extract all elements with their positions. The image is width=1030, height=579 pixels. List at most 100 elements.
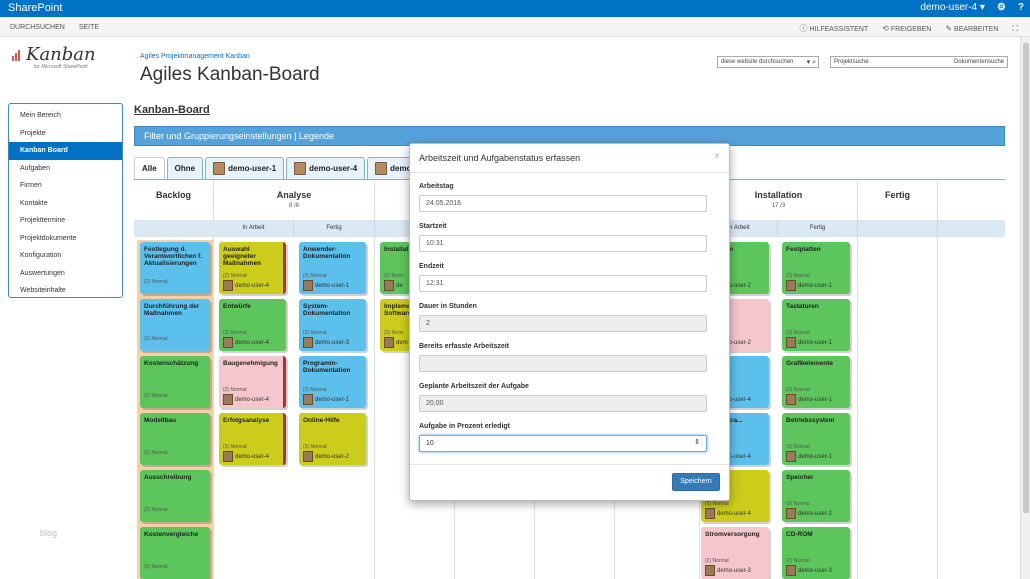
task-card[interactable]: Festplatten (2) Normal demo-user-1 — [782, 242, 850, 294]
column-count: 17 /3 — [771, 203, 786, 209]
task-card[interactable]: Grafikelemente (2) Normal demo-user-1 — [782, 356, 850, 408]
help-icon[interactable]: ? — [1017, 2, 1024, 13]
task-card[interactable]: Speicher (2) Normal demo-user-2 — [782, 470, 850, 522]
card-priority: (2) Normal — [705, 558, 729, 564]
card-priority: (2) Normal — [144, 336, 168, 342]
field-label: Dauer in Stunden — [419, 303, 477, 310]
card-title: Stromversorgung — [705, 531, 760, 538]
focus-icon[interactable]: ⛶ — [1012, 23, 1018, 33]
sharepoint-brand[interactable]: SharePoint — [8, 2, 63, 14]
site-subtitle[interactable]: Agiles Projektmanagement Kanban — [140, 53, 250, 60]
card-title: Online-Hilfe — [303, 417, 340, 424]
ribbon-tab-browse[interactable]: DURCHSUCHEN — [10, 24, 65, 31]
card-assignee: demo-user-1 — [303, 280, 349, 291]
task-card[interactable]: Durchführung der Maßnahmen (2) Normal — [140, 299, 210, 351]
task-card[interactable]: Modellbau (2) Normal — [140, 413, 210, 465]
column-title: Analyse — [276, 190, 312, 200]
card-user: demo-user-4 — [717, 453, 752, 460]
tab-demo-user-1[interactable]: demo-user-1 — [205, 157, 285, 179]
task-card[interactable]: System-Dokumentation (2) Normal demo-user-… — [299, 299, 366, 351]
task-card[interactable]: Installat (2) Norm de — [380, 242, 410, 294]
card-user: dem — [396, 339, 408, 346]
task-card[interactable]: Impleme Software (2) Norm dem — [380, 299, 412, 351]
document-search-input[interactable]: Dokumentensuche — [953, 59, 1004, 65]
spinner-icon[interactable]: ⇕ — [694, 439, 700, 446]
sidebar-item[interactable]: Auswertungen — [20, 269, 65, 277]
field-label: Endzeit — [419, 263, 444, 270]
card-user: demo-user-4 — [235, 339, 270, 346]
help-assistant-button[interactable]: ⓘ HILFEASSISTENT — [799, 24, 869, 33]
card-priority: (2) Normal — [705, 501, 729, 507]
task-card[interactable]: Kostenvergleiche (2) Normal — [140, 527, 210, 579]
search-icon[interactable]: ▾ ⌕ — [806, 59, 816, 66]
sidebar-item[interactable]: Kanban Board — [9, 142, 122, 160]
task-card[interactable]: Erfolgsanalyse (2) Normal demo-user-4 — [219, 413, 286, 465]
card-user: demo-user-4 — [717, 396, 752, 403]
sidebar-item[interactable]: Aufgaben — [20, 164, 50, 172]
save-button[interactable]: Speichern — [672, 473, 720, 491]
card-title: Impleme Software — [384, 303, 412, 317]
task-card[interactable]: Anwender-Dokumentation (2) Normal demo-use… — [299, 242, 366, 294]
task-card[interactable]: Ausschreibung (2) Normal — [140, 470, 210, 522]
tab-none[interactable]: Ohne — [166, 157, 204, 179]
swimlane-background — [137, 240, 213, 579]
logo-bars-icon — [12, 50, 20, 61]
field-input[interactable]: 24.05.2016 — [419, 195, 707, 212]
sidebar-item[interactable]: Firmen — [20, 182, 42, 189]
sidebar-item[interactable]: Projektdokumente — [20, 234, 77, 242]
task-card[interactable]: Programm-Dokumentation (2) Normal demo-use… — [299, 356, 366, 408]
task-card[interactable]: Auswahl geeigneter Maßnahmen (2) Normal de… — [219, 242, 286, 294]
card-priority: (2) Normal — [303, 387, 327, 393]
task-card[interactable]: Entwürfe (2) Normal demo-user-4 — [219, 299, 286, 351]
task-card[interactable]: Festlegung d. Verantwortlichen f. Aktual… — [140, 242, 210, 294]
tab-all[interactable]: Alle — [134, 157, 165, 179]
card-title: Entwürfe — [223, 303, 251, 310]
card-user: demo-user-1 — [315, 282, 350, 289]
ribbon-tab-page[interactable]: SEITE — [78, 24, 100, 31]
card-title: Ausschreibung — [144, 474, 192, 481]
time-entry-dialog: Arbeitszeit und Aufgabenstatus erfassen … — [409, 143, 730, 501]
task-card[interactable]: Online-Hilfe (2) Normal demo-user-2 — [299, 413, 366, 465]
field-value: 2 — [426, 320, 430, 327]
close-icon[interactable]: × — [714, 151, 720, 162]
card-assignee: demo-user-1 — [303, 394, 349, 405]
scrollbar-thumb[interactable] — [1023, 43, 1029, 513]
task-card[interactable]: Kostenschätzung (2) Normal — [140, 356, 210, 408]
card-user: demo-user-4 — [235, 453, 270, 460]
pencil-icon: ✎ — [945, 24, 953, 33]
card-title: Betriebssystem — [786, 417, 835, 424]
field-input[interactable]: 10:31 — [419, 235, 707, 252]
field-input[interactable]: 12:31 — [419, 275, 707, 292]
card-title: CD-ROM — [786, 531, 813, 538]
share-button[interactable]: ⟲ FREIGEBEN — [882, 24, 932, 33]
sidebar-item[interactable]: Projekttermine — [20, 217, 66, 224]
task-card[interactable]: CD-ROM (2) Normal demo-user-3 — [782, 527, 850, 579]
avatar — [786, 508, 796, 519]
avatar — [384, 280, 394, 291]
sidebar-item[interactable]: Kontakte — [20, 199, 48, 207]
project-search-input[interactable]: Projektsuche Dokumentensuche — [830, 56, 1008, 68]
avatar — [705, 565, 715, 576]
gear-icon[interactable]: ⚙ — [996, 2, 1006, 13]
card-title: Installat — [384, 246, 409, 253]
board-heading[interactable]: Kanban-Board — [134, 104, 210, 116]
field-input[interactable]: 10 ⇕ — [419, 435, 707, 452]
sidebar-item[interactable]: Mein Bereich — [20, 112, 61, 119]
task-card[interactable]: Tastaturen (2) Normal demo-user-1 — [782, 299, 850, 351]
edit-button[interactable]: ✎ BEARBEITEN — [945, 24, 999, 33]
task-card[interactable]: Betriebssystem (2) Normal demo-user-1 — [782, 413, 850, 465]
card-priority: (2) Normal — [223, 387, 247, 393]
sidebar-item[interactable]: Websiteinhalte — [20, 287, 66, 294]
info-icon: ⓘ — [799, 24, 808, 33]
sidebar-item[interactable]: Projekte — [20, 129, 46, 137]
card-title: Festplatten — [786, 246, 821, 253]
kanban-logo[interactable]: Kanban for Microsoft SharePoint — [12, 44, 96, 74]
tab-demo-user-4[interactable]: demo-user-4 — [286, 157, 366, 179]
user-menu[interactable]: demo-user-4 ▾ — [920, 2, 985, 13]
task-card[interactable]: Stromversorgung (2) Normal demo-user-3 — [701, 527, 769, 579]
sidebar-item[interactable]: Konfiguration — [20, 252, 62, 259]
task-card[interactable]: Baugenehmigung (2) Normal demo-user-4 — [219, 356, 286, 408]
card-title: Kostenvergleiche — [144, 531, 199, 538]
scrollbar[interactable] — [1020, 37, 1030, 579]
site-search-input[interactable]: diese website durchsuchen ▾ ⌕ — [717, 56, 819, 68]
